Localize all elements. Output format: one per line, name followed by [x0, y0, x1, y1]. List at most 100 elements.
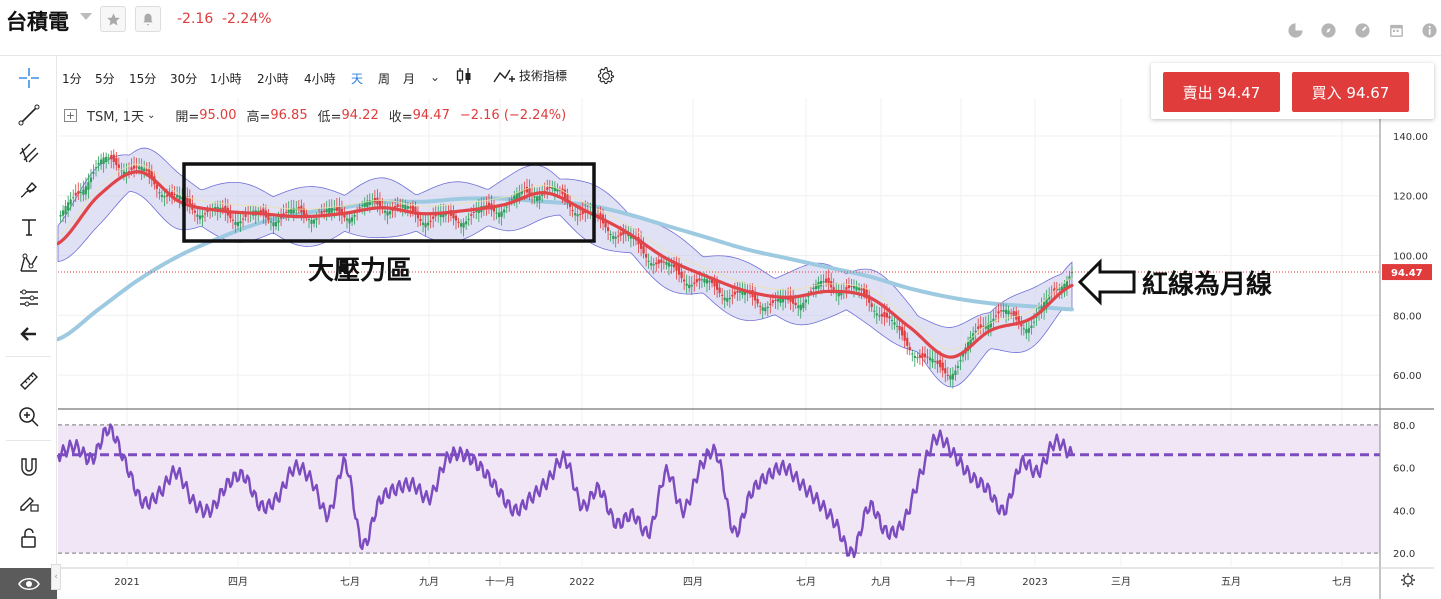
candle: [140, 158, 143, 180]
unlock-tool[interactable]: [14, 524, 44, 552]
candle: [936, 351, 939, 373]
interval-dropdown-chevron[interactable]: ⌄: [430, 70, 441, 84]
timeframe-month[interactable]: 月: [403, 72, 416, 86]
text-tool[interactable]: [14, 213, 44, 241]
trend-line-tool[interactable]: [14, 101, 44, 129]
timeframe-30m[interactable]: 30分: [170, 72, 198, 86]
candle-body: [513, 195, 516, 200]
info-icon[interactable]: [1421, 22, 1438, 39]
rsi-line: [56, 423, 1074, 559]
candle: [685, 274, 688, 294]
candle: [928, 349, 932, 370]
candle-body: [860, 288, 863, 291]
crosshair-tool[interactable]: [14, 64, 44, 92]
pitchfork-tool[interactable]: [14, 139, 44, 167]
candle-body: [693, 282, 696, 284]
candle: [1027, 320, 1031, 342]
symbol-interval[interactable]: TSM, 1天: [87, 110, 144, 125]
candle: [954, 364, 957, 381]
compass-icon[interactable]: [1320, 22, 1337, 39]
gear-icon[interactable]: [596, 66, 616, 86]
indicators-button[interactable]: 技術指標: [493, 67, 567, 84]
back-arrow-tool[interactable]: [14, 320, 44, 348]
timeframe-2h[interactable]: 2小時: [257, 72, 289, 86]
candle: [650, 256, 653, 271]
price-change-percent: -2.24%: [222, 11, 272, 27]
brush-tool[interactable]: [14, 176, 44, 204]
timeframe-1h[interactable]: 1小時: [210, 72, 242, 86]
timeframe-week[interactable]: 周: [378, 72, 391, 86]
candle-body: [343, 214, 346, 218]
candle-body: [923, 353, 927, 358]
magnet-tool[interactable]: [14, 453, 44, 481]
visibility-tool[interactable]: [0, 568, 57, 599]
lock-drawing-tool[interactable]: [14, 488, 44, 516]
candle-body: [61, 210, 65, 216]
timeframe-1m[interactable]: 1分: [62, 72, 82, 86]
candle-body: [427, 222, 430, 226]
projection-tool[interactable]: [14, 284, 44, 312]
candle: [427, 214, 430, 231]
candle-body: [452, 211, 455, 219]
calendar-icon[interactable]: [1388, 22, 1405, 39]
candle: [67, 195, 70, 218]
candle-body: [1043, 301, 1046, 311]
candle-body: [353, 214, 356, 217]
sell-button[interactable]: 賣出 94.47: [1163, 72, 1280, 112]
candle-body: [492, 207, 496, 212]
plus-icon[interactable]: +: [64, 109, 77, 122]
candle-body: [335, 206, 338, 211]
collapse-toolbar-button[interactable]: ‹: [51, 564, 61, 590]
candle-body: [292, 207, 295, 214]
candle-body: [503, 209, 506, 213]
timeframe-4h[interactable]: 4小時: [304, 72, 336, 86]
candle: [612, 231, 615, 245]
candle-body: [1060, 286, 1063, 293]
candle: [563, 184, 567, 206]
alert-bell-button[interactable]: [135, 6, 161, 32]
chevron-down-icon[interactable]: ⌄: [146, 110, 156, 121]
candle: [150, 164, 153, 187]
candle: [647, 253, 650, 269]
candle: [913, 351, 916, 367]
candle-body: [497, 212, 501, 218]
candle-body: [754, 292, 757, 301]
candle: [160, 190, 164, 203]
candle-body: [361, 205, 364, 207]
candle: [781, 288, 785, 311]
candle: [769, 297, 772, 314]
candle-body: [510, 199, 513, 201]
candle-body: [617, 235, 620, 237]
candle-body: [726, 298, 729, 302]
measure-tool[interactable]: [14, 367, 44, 395]
chevron-down-icon[interactable]: [80, 13, 92, 20]
candle-body: [148, 168, 151, 176]
candle-body: [241, 218, 245, 220]
candle-body: [761, 307, 764, 311]
candle: [92, 164, 95, 180]
timeframe-15m[interactable]: 15分: [129, 72, 157, 86]
gauge-icon[interactable]: [1354, 22, 1371, 39]
stock-name[interactable]: 台積電: [6, 10, 69, 34]
candle-body: [107, 157, 110, 159]
candle-body: [771, 300, 774, 303]
candle-body: [974, 330, 977, 333]
zoom-tool[interactable]: [14, 403, 44, 431]
candle-body: [855, 286, 858, 291]
candle-body: [310, 219, 313, 224]
candle: [736, 282, 739, 302]
candle: [553, 181, 556, 201]
pie-chart-icon[interactable]: [1287, 22, 1304, 39]
favorite-star-button[interactable]: [100, 6, 126, 32]
candle-body: [781, 297, 785, 303]
candle-body: [574, 213, 577, 216]
candle-body: [627, 233, 630, 237]
candle: [898, 318, 901, 340]
pattern-tool[interactable]: [14, 249, 44, 277]
timeframe-5m[interactable]: 5分: [95, 72, 115, 86]
timeframe-day[interactable]: 天: [351, 72, 364, 86]
buy-button[interactable]: 買入 94.67: [1292, 72, 1409, 112]
candle-type-icon[interactable]: [456, 67, 472, 85]
candle: [989, 312, 992, 337]
